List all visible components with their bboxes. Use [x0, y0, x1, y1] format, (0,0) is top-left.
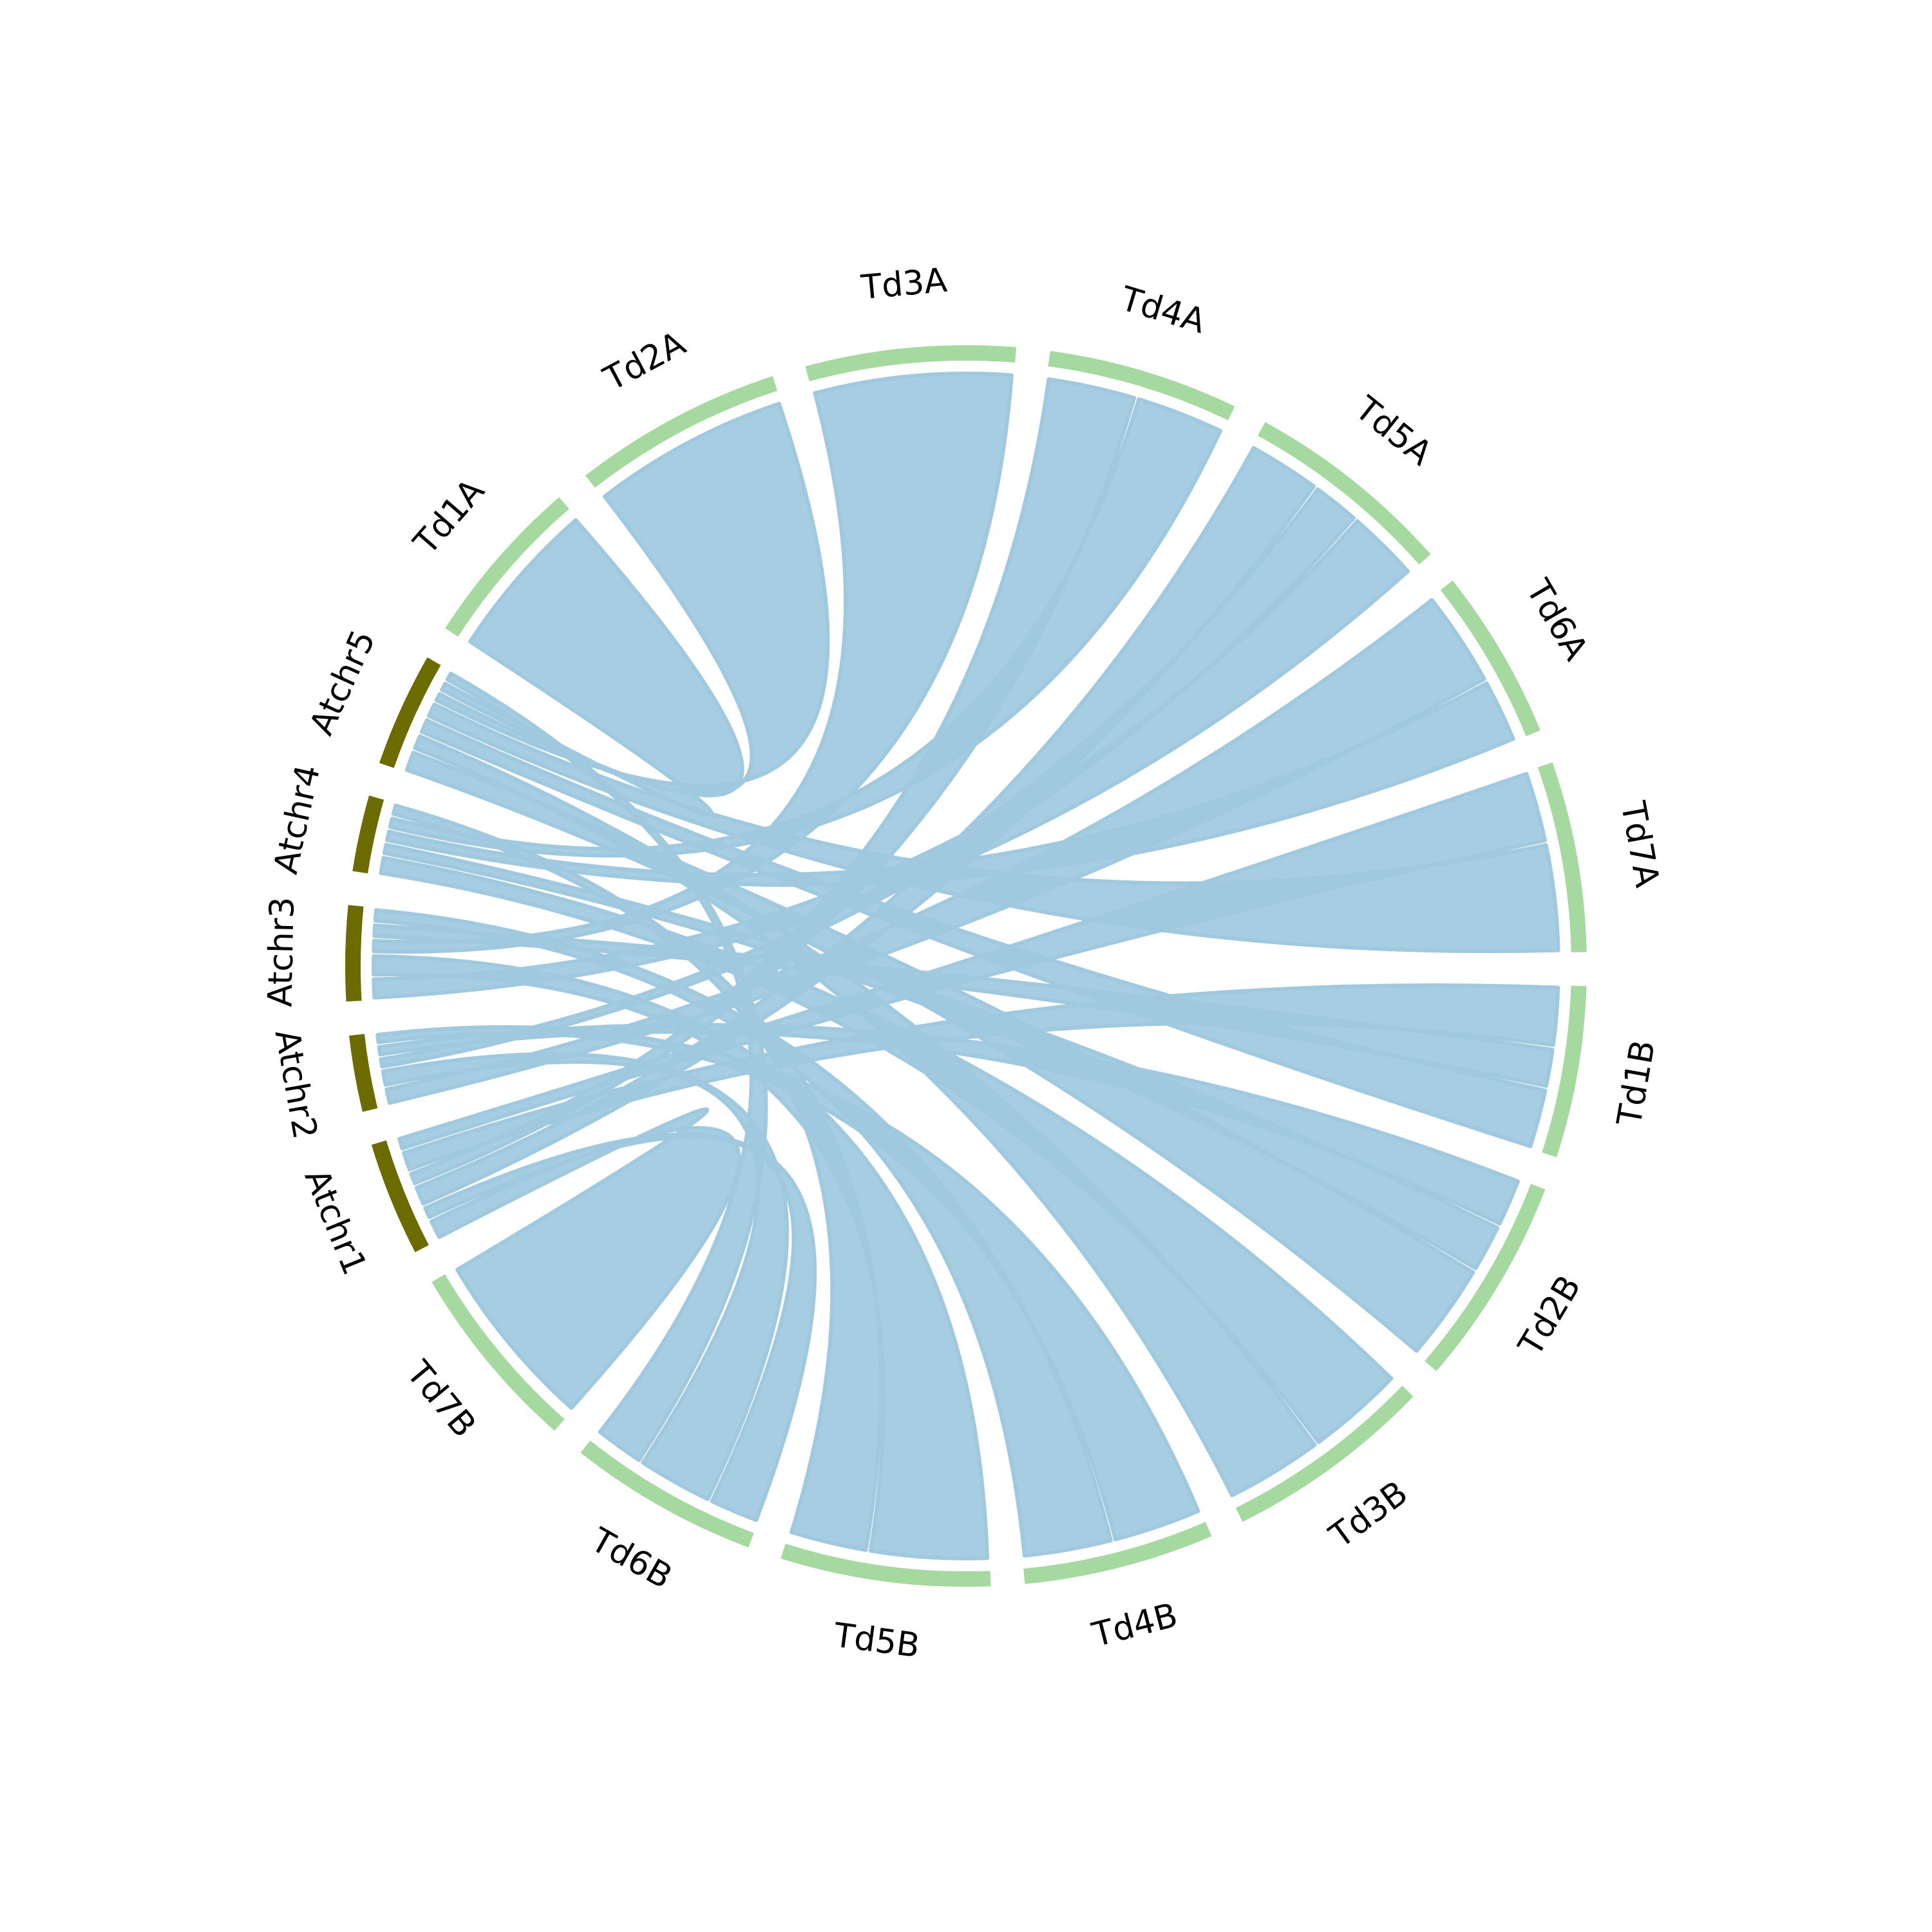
chromosome-label-td3a: Td3A	[859, 261, 949, 307]
synteny-link-atchr3-td5b	[372, 954, 990, 1560]
chromosome-track-td7a	[1537, 762, 1587, 952]
links-layer	[372, 371, 1560, 1560]
chromosome-track-td4a	[1048, 350, 1235, 421]
synteny-link-atchr2-td2b	[377, 1023, 1520, 1226]
chromosome-track-atchr5	[379, 657, 441, 768]
chromosome-track-td1a	[445, 497, 569, 637]
chromosome-track-td2a	[585, 376, 778, 488]
chromosome-tracks	[345, 345, 1587, 1587]
chromosome-track-atchr4	[352, 795, 384, 874]
chromosome-track-td2b	[1425, 1184, 1546, 1372]
synteny-link-atchr5-td1a	[440, 518, 744, 817]
chromosome-track-td4b	[1023, 1522, 1212, 1584]
synteny-link-atchr5-td1b	[419, 718, 1548, 1148]
chromosome-track-atchr3	[345, 905, 364, 1002]
synteny-link-atchr5-td6b	[445, 671, 768, 1463]
synteny-link-atchr2-td6b	[381, 1052, 790, 1501]
chromosome-track-td5b	[781, 1544, 991, 1587]
chromosome-label-atchr3: Atchr3	[261, 896, 302, 1007]
synteny-link-atchr1-td6b	[423, 1132, 817, 1522]
chromosome-track-td5a	[1258, 422, 1431, 565]
chromosome-track-td6b	[580, 1440, 754, 1548]
synteny-link-atchr4-td5b	[391, 803, 883, 1552]
chromosome-track-td1b	[1542, 985, 1587, 1157]
chromosome-track-atchr1	[371, 1140, 429, 1253]
chromosome-track-td7b	[431, 1274, 565, 1431]
chromosome-track-td3a	[805, 345, 1017, 382]
synteny-link-atchr5-td3b	[413, 734, 1317, 1497]
chromosome-track-atchr2	[349, 1034, 378, 1112]
chromosome-track-td3b	[1235, 1385, 1414, 1522]
chromosome-track-td6a	[1440, 580, 1540, 737]
